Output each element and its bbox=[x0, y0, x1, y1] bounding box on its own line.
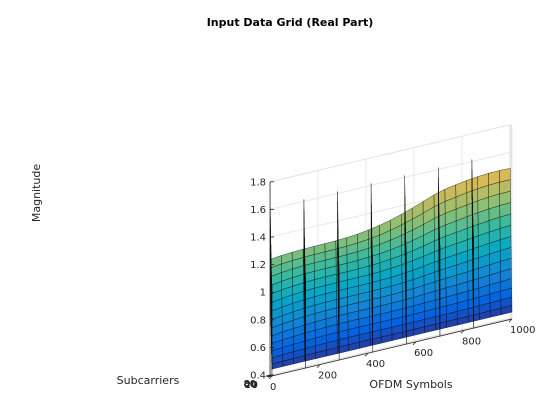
box-edge bbox=[269, 124, 511, 183]
x-tick-label: 600 bbox=[414, 348, 433, 359]
y-tick-label: 80 bbox=[243, 379, 256, 390]
grid-line bbox=[509, 152, 513, 154]
y-tick-mark bbox=[265, 374, 271, 377]
z-tick-label: 0.6 bbox=[250, 343, 266, 354]
z-tick-label: 1 bbox=[260, 288, 266, 299]
z-tick-label: 0.8 bbox=[250, 315, 266, 326]
box-edge bbox=[509, 124, 513, 127]
x-tick-label: 400 bbox=[366, 359, 385, 370]
y-tick-label: 0 bbox=[252, 380, 258, 391]
grid-line bbox=[269, 152, 511, 210]
y-axis-label: Subcarriers bbox=[117, 374, 180, 387]
surface-plot bbox=[270, 159, 513, 377]
x-axis-line bbox=[271, 318, 513, 377]
x-tick-label: 0 bbox=[270, 382, 276, 393]
y-tick-label: 20 bbox=[245, 380, 258, 391]
x-tick-mark bbox=[508, 318, 513, 323]
grid-line bbox=[269, 317, 511, 376]
x-axis-label: OFDM Symbols bbox=[369, 378, 452, 391]
axes-box: 0.40.60.811.21.41.61.8 02004006008001000… bbox=[243, 124, 535, 393]
z-tick-label: 1.8 bbox=[250, 177, 266, 188]
x-tick-mark bbox=[364, 352, 369, 357]
y-tick-label: 40 bbox=[244, 380, 257, 391]
z-axis-ticks: 0.4 0.6 0.8 1 1.2 1.4 1.6 1.8 bbox=[250, 177, 275, 382]
x-tick-mark bbox=[460, 330, 465, 334]
x-tick-mark bbox=[412, 341, 417, 346]
z-axis-label: Magnitude bbox=[30, 164, 43, 223]
x-tick-label: 200 bbox=[318, 371, 337, 382]
chart-title: Input Data Grid (Real Part) bbox=[207, 16, 374, 29]
z-tick-label: 1.2 bbox=[250, 260, 266, 271]
z-tick-label: 1.6 bbox=[250, 205, 266, 216]
x-tick-label: 1000 bbox=[510, 325, 535, 336]
x-tick-mark bbox=[316, 364, 321, 368]
z-tick-label: 1.4 bbox=[250, 233, 266, 244]
y-tick-label: 60 bbox=[244, 379, 257, 390]
x-axis-ticks: 0 200 400 600 800 1000 bbox=[268, 318, 535, 393]
x-tick-label: 800 bbox=[462, 336, 481, 347]
z-tick-label: 0.4 bbox=[250, 371, 266, 382]
